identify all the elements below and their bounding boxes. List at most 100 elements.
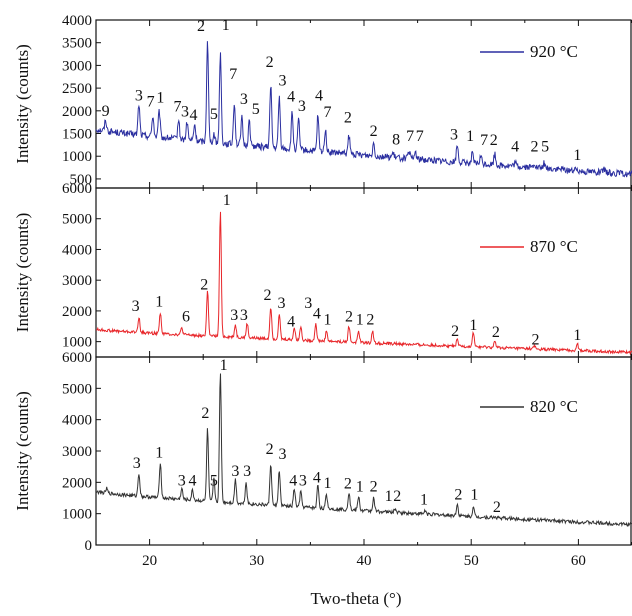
y-tick-label: 1000 (62, 149, 92, 165)
peak-label: 2 (393, 488, 401, 505)
peak-label: 3 (243, 463, 251, 480)
y-tick-label: 5000 (62, 381, 92, 397)
y-tick-label: 0 (85, 538, 93, 554)
y-tick-label: 1500 (62, 127, 92, 143)
x-axis-ticks: 20 30 40 50 60 (142, 553, 586, 569)
peak-label: 5 (210, 106, 218, 123)
peak-label: 1 (385, 488, 393, 505)
peak-label: 3 (304, 295, 312, 312)
peak-label: 1 (470, 487, 478, 504)
y-tick-label: 2000 (62, 304, 92, 320)
legend-label: 820 °C (530, 397, 578, 416)
peak-label: 4 (287, 313, 295, 330)
panel-frame (95, 356, 632, 546)
peak-label: 3 (298, 98, 306, 115)
peak-label: 7 (147, 93, 155, 110)
peak-label: 3 (231, 463, 239, 480)
peak-label: 2 (370, 479, 378, 496)
peak-label: 2 (200, 276, 208, 293)
x-tick-label: 30 (249, 553, 264, 569)
peak-label: 4 (188, 472, 196, 489)
peak-label: 9 (102, 103, 110, 120)
y-axis-title: Intensity (counts) (13, 391, 32, 510)
peak-label: 4 (289, 472, 297, 489)
peak-label: 7 (416, 128, 424, 145)
y-tick-label: 1000 (62, 335, 92, 351)
peak-label: 1 (356, 312, 364, 329)
peak-label: 1 (466, 128, 474, 145)
peak-label: 2 (366, 312, 374, 329)
y-tick-label: 4000 (62, 13, 92, 29)
peak-label: 1 (223, 192, 231, 209)
peak-label: 2 (451, 323, 459, 340)
x-axis-title: Two-theta (°) (310, 589, 401, 608)
series-line (96, 211, 632, 356)
peak-label: 1 (222, 17, 230, 34)
peak-label: 3 (279, 72, 287, 89)
peak-label: 8 (392, 131, 400, 148)
peak-label: 3 (299, 472, 307, 489)
y-tick-label: 3500 (62, 36, 92, 52)
y-tick-label: 3000 (62, 58, 92, 74)
series-line (95, 41, 632, 178)
peak-label: 3 (279, 446, 287, 463)
peak-label: 3 (230, 307, 238, 324)
panel-2: 1000 2000 3000 4000 5000 6000 Intensity (count… (13, 181, 632, 358)
peak-label: 3 (240, 91, 248, 108)
peak-label: 3 (277, 295, 285, 312)
y-tick-label: 3000 (62, 273, 92, 289)
peak-label: 1 (324, 312, 332, 329)
peak-label: 2 (530, 139, 538, 156)
y-tick-label: 2000 (62, 475, 92, 491)
peak-label: 3 (178, 472, 186, 489)
peak-label: 2 (454, 487, 462, 504)
peak-label: 3 (135, 87, 143, 104)
peak-label: 1 (155, 293, 163, 310)
panel-3: 0 1000 2000 3000 4000 5000 6000 Intensity (coun… (13, 350, 632, 554)
peak-label: 4 (313, 469, 321, 486)
peak-label: 4 (511, 139, 519, 156)
x-tick-label: 60 (571, 553, 586, 569)
legend-label: 920 °C (530, 42, 578, 61)
panel-frame (95, 187, 632, 358)
y-axis-title: Intensity (counts) (13, 44, 32, 163)
y-tick-label: 5000 (62, 212, 92, 228)
peak-label: 4 (190, 107, 198, 124)
peak-label: 2 (490, 132, 498, 149)
peak-label: 6 (182, 309, 190, 326)
peak-label: 4 (315, 87, 323, 104)
peak-label: 3 (240, 307, 248, 324)
series-line (95, 373, 632, 528)
peak-label: 2 (201, 405, 209, 422)
x-tick-label: 40 (357, 553, 372, 569)
peak-label: 4 (313, 306, 321, 323)
peak-label: 1 (573, 327, 581, 344)
panels: 500 1000 1500 2000 2500 3000 3500 4000 Intensity… (13, 13, 632, 554)
peak-label: 2 (492, 324, 500, 341)
y-tick-label: 3000 (62, 444, 92, 460)
y-tick-label: 4000 (62, 242, 92, 258)
y-tick-label: 500 (70, 172, 93, 188)
peak-label: 2 (197, 18, 205, 35)
peak-label: 2 (493, 499, 501, 516)
peak-label: 7 (324, 104, 332, 121)
peak-label: 7 (406, 128, 414, 145)
y-axis-title: Intensity (counts) (13, 213, 32, 332)
peak-label: 7 (173, 99, 181, 116)
peak-label: 5 (541, 139, 549, 156)
peak-label: 1 (356, 479, 364, 496)
y-tick-label: 2500 (62, 81, 92, 97)
y-tick-label: 2000 (62, 104, 92, 120)
peak-label: 3 (132, 298, 140, 315)
peak-label: 2 (264, 287, 272, 304)
peak-label: 3 (181, 104, 189, 121)
peak-label: 1 (573, 147, 581, 164)
peak-label: 7 (229, 66, 237, 83)
peak-label: 1 (156, 90, 164, 107)
peak-label: 1 (420, 491, 428, 508)
peak-label: 1 (324, 475, 332, 492)
y-tick-label: 1000 (62, 507, 92, 523)
peak-label: 4 (287, 89, 295, 106)
legend-label: 870 °C (530, 237, 578, 256)
